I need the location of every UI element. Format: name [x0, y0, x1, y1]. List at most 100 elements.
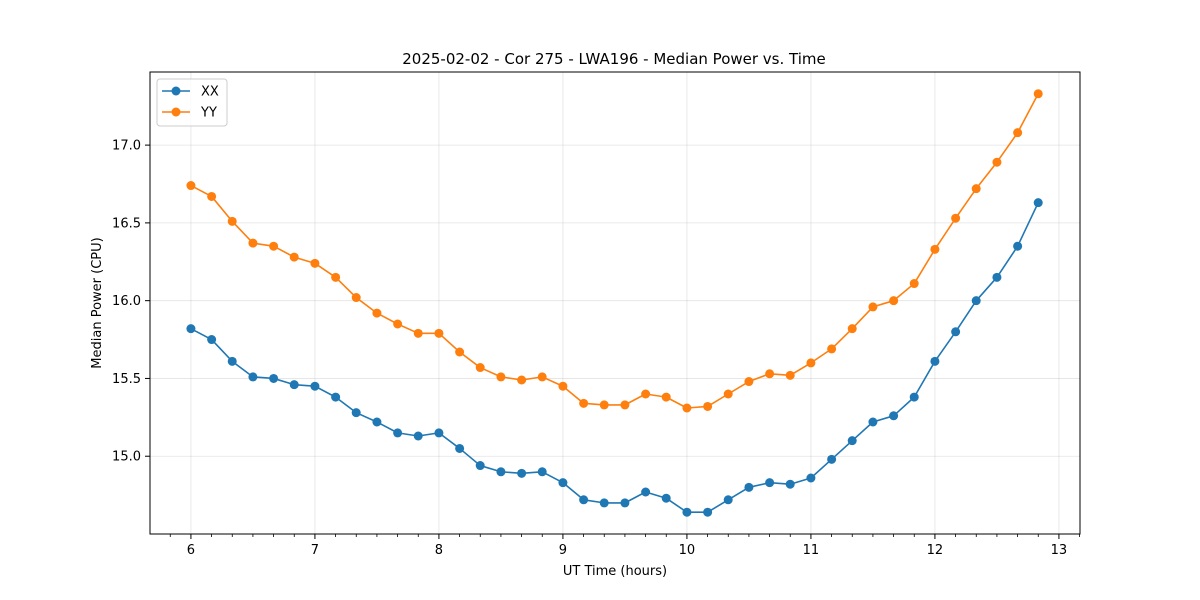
data-point-yy [620, 400, 630, 410]
data-point-yy [475, 363, 485, 373]
y-tick-label: 16.5 [112, 216, 141, 231]
data-point-yy [641, 389, 651, 399]
x-tick-label: 12 [927, 543, 944, 558]
data-point-yy [434, 328, 444, 338]
data-point-xx [227, 356, 237, 366]
x-tick-label: 13 [1051, 543, 1068, 558]
data-point-yy [310, 258, 320, 268]
data-point-xx [351, 408, 361, 418]
legend-label-yy: YY [200, 106, 217, 121]
data-point-yy [909, 279, 919, 289]
data-point-yy [227, 216, 237, 226]
data-point-xx [703, 507, 713, 517]
data-point-xx [889, 411, 899, 421]
data-point-xx [661, 493, 671, 503]
data-point-yy [971, 184, 981, 194]
data-point-xx [744, 482, 754, 492]
data-point-yy [661, 392, 671, 402]
data-point-yy [517, 375, 527, 385]
data-point-xx [558, 478, 568, 488]
data-point-xx [1033, 198, 1043, 208]
data-point-yy [889, 296, 899, 306]
data-point-yy [827, 344, 837, 354]
data-point-xx [909, 392, 919, 402]
x-tick-label: 8 [435, 543, 443, 558]
data-point-yy [951, 213, 961, 223]
data-point-yy [351, 293, 361, 303]
y-tick-label: 15.5 [112, 372, 141, 387]
data-point-xx [620, 498, 630, 508]
data-point-xx [971, 296, 981, 306]
data-point-yy [847, 324, 857, 334]
data-point-xx [827, 454, 837, 464]
data-point-yy [186, 181, 196, 191]
data-point-xx [765, 478, 775, 488]
data-point-xx [992, 272, 1002, 282]
data-point-yy [723, 389, 733, 399]
data-point-xx [517, 468, 527, 478]
data-point-yy [372, 308, 382, 318]
data-point-yy [537, 372, 547, 382]
data-point-xx [207, 335, 217, 345]
axes: 6 7 8 9 10 11 12 13 15.0 15.5 16.0 16.5 17.0 [112, 139, 1080, 558]
chart-title: 2025-02-02 - Cor 275 - LWA196 - Median P… [402, 50, 826, 68]
data-point-xx [289, 380, 299, 390]
data-point-yy [269, 241, 279, 251]
data-point-xx [847, 436, 857, 446]
data-point-xx [310, 381, 320, 391]
data-point-xx [723, 495, 733, 505]
data-point-xx [248, 372, 258, 382]
data-point-xx [682, 507, 692, 517]
data-point-yy [744, 377, 754, 387]
data-point-yy [682, 403, 692, 413]
data-point-yy [765, 369, 775, 379]
data-point-xx [868, 417, 878, 427]
data-point-yy [248, 238, 258, 248]
data-point-xx [951, 327, 961, 337]
x-tick-label: 11 [803, 543, 820, 558]
data-point-yy [703, 401, 713, 411]
plot-frame [149, 71, 1081, 535]
data-point-xx [599, 498, 609, 508]
series-layer [186, 89, 1043, 517]
data-point-yy [1033, 89, 1043, 99]
legend: XX YY [156, 78, 228, 127]
data-point-yy [455, 347, 465, 357]
data-point-yy [868, 302, 878, 312]
x-tick-label: 6 [187, 543, 195, 558]
y-tick-label: 17.0 [112, 139, 141, 154]
data-point-xx [186, 324, 196, 334]
data-point-xx [331, 392, 341, 402]
data-point-xx [537, 467, 547, 477]
data-point-yy [289, 252, 299, 262]
data-point-yy [393, 319, 403, 329]
data-point-yy [785, 370, 795, 380]
data-point-yy [1013, 128, 1023, 138]
data-point-yy [599, 400, 609, 410]
data-point-yy [558, 381, 568, 391]
data-point-xx [641, 487, 651, 497]
data-point-yy [992, 157, 1002, 167]
data-point-xx [475, 461, 485, 471]
data-point-yy [579, 398, 589, 408]
x-tick-label: 9 [559, 543, 567, 558]
y-axis-label: Median Power (CPU) [90, 237, 105, 368]
data-point-xx [413, 431, 423, 441]
y-tick-label: 15.0 [112, 450, 141, 465]
data-point-xx [434, 428, 444, 438]
data-point-xx [455, 443, 465, 453]
x-tick-label: 10 [679, 543, 696, 558]
data-point-xx [930, 356, 940, 366]
data-point-xx [1013, 241, 1023, 251]
x-axis-label: UT Time (hours) [563, 564, 667, 579]
data-point-xx [496, 467, 506, 477]
data-point-xx [393, 428, 403, 438]
y-tick-label: 16.0 [112, 294, 141, 309]
data-point-xx [579, 495, 589, 505]
data-point-yy [331, 272, 341, 282]
data-point-yy [207, 191, 217, 201]
legend-label-xx: XX [201, 85, 219, 100]
data-point-yy [496, 372, 506, 382]
data-point-xx [785, 479, 795, 489]
